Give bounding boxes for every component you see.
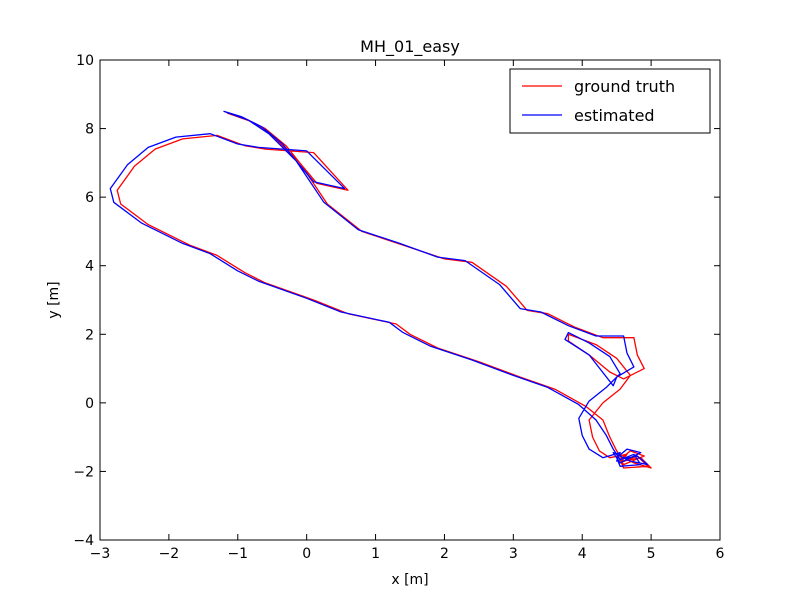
series-estimated-line xyxy=(109,110,649,467)
y-tick-label: 10 xyxy=(76,53,94,69)
y-axis-label: y [m] xyxy=(46,281,62,318)
y-tick-label: 6 xyxy=(85,190,94,206)
x-axis-label: x [m] xyxy=(391,572,428,588)
y-tick-label: 0 xyxy=(85,396,94,412)
legend-box xyxy=(509,68,711,134)
x-tick-label: −3 xyxy=(90,546,111,562)
legend-label-estimated: estimated xyxy=(574,106,655,125)
y-tick-label: −2 xyxy=(73,464,94,480)
y-tick-label: 4 xyxy=(85,259,94,275)
x-tick-label: 0 xyxy=(302,546,311,562)
x-tick-label: −1 xyxy=(227,546,248,562)
plot-series xyxy=(109,110,652,469)
x-tick-label: 6 xyxy=(716,546,725,562)
x-tick-label: 5 xyxy=(647,546,656,562)
x-tick-label: 4 xyxy=(578,546,587,562)
legend: ground truth estimated xyxy=(509,68,711,134)
y-tick-label: 8 xyxy=(85,122,94,138)
y-tick-label: −4 xyxy=(73,533,94,549)
x-tick-label: 1 xyxy=(371,546,380,562)
y-axis-ticks: −4 −2 0 2 4 6 8 10 xyxy=(73,53,720,549)
x-tick-label: 3 xyxy=(509,546,518,562)
series-ground-truth-line xyxy=(116,112,652,469)
chart-title: MH_01_easy xyxy=(360,37,460,57)
x-axis-ticks: −3 −2 −1 0 1 2 3 4 5 6 xyxy=(90,60,725,562)
axes-frame xyxy=(99,59,721,541)
y-tick-label: 2 xyxy=(85,327,94,343)
legend-label-ground-truth: ground truth xyxy=(574,77,675,96)
x-tick-label: −2 xyxy=(159,546,180,562)
x-tick-label: 2 xyxy=(440,546,449,562)
